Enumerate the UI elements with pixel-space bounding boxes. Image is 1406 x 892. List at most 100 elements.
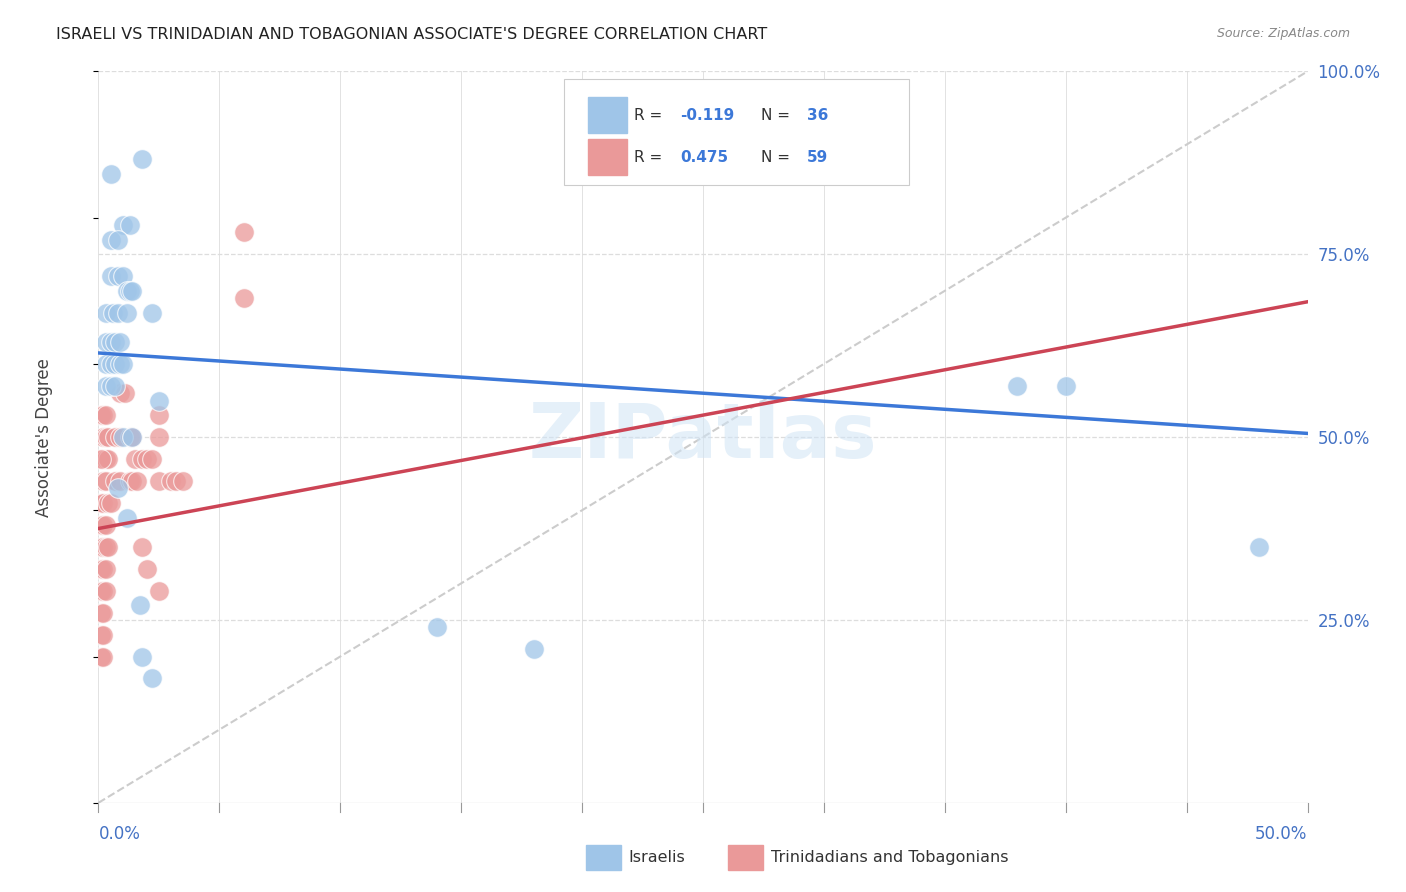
Point xyxy=(1054,379,1077,393)
Point xyxy=(100,379,122,393)
Point xyxy=(148,474,170,488)
Point xyxy=(90,517,112,532)
Point xyxy=(107,306,129,320)
FancyBboxPatch shape xyxy=(728,846,763,870)
Point xyxy=(118,284,141,298)
Text: Israelis: Israelis xyxy=(628,850,685,865)
Point xyxy=(118,474,141,488)
Point xyxy=(121,430,143,444)
FancyBboxPatch shape xyxy=(588,97,627,133)
Point xyxy=(90,606,112,620)
Point xyxy=(90,496,112,510)
Point xyxy=(90,627,112,641)
Point xyxy=(91,408,114,422)
Point xyxy=(90,452,112,467)
Point xyxy=(165,474,187,488)
Point xyxy=(121,284,143,298)
Point xyxy=(426,620,449,634)
Point xyxy=(135,452,157,467)
Text: ISRAELI VS TRINIDADIAN AND TOBAGONIAN ASSOCIATE'S DEGREE CORRELATION CHART: ISRAELI VS TRINIDADIAN AND TOBAGONIAN AS… xyxy=(56,27,768,42)
Point xyxy=(118,218,141,232)
Point xyxy=(1007,379,1029,393)
FancyBboxPatch shape xyxy=(588,139,627,175)
Point xyxy=(131,452,153,467)
Point xyxy=(131,540,153,554)
Point xyxy=(91,540,114,554)
Point xyxy=(94,430,117,444)
Point xyxy=(172,474,194,488)
Point xyxy=(117,284,139,298)
Point xyxy=(91,430,114,444)
Point xyxy=(104,430,127,444)
Point xyxy=(108,386,131,401)
Point xyxy=(100,167,122,181)
Point xyxy=(94,562,117,576)
Point xyxy=(91,496,114,510)
Point xyxy=(104,357,127,371)
Text: N =: N = xyxy=(761,150,794,165)
Point xyxy=(131,649,153,664)
Point xyxy=(108,430,131,444)
Point xyxy=(104,379,127,393)
Point xyxy=(128,599,150,613)
Point xyxy=(100,233,122,247)
Point xyxy=(104,474,127,488)
Point xyxy=(148,583,170,598)
Point xyxy=(111,269,134,284)
Point xyxy=(141,672,163,686)
Point xyxy=(135,562,157,576)
Point xyxy=(148,393,170,408)
Point xyxy=(94,379,117,393)
Text: N =: N = xyxy=(761,108,794,123)
Point xyxy=(127,474,149,488)
Point xyxy=(100,334,122,349)
Text: R =: R = xyxy=(634,150,668,165)
Point xyxy=(97,452,120,467)
Text: Trinidadians and Tobagonians: Trinidadians and Tobagonians xyxy=(770,850,1008,865)
Point xyxy=(94,474,117,488)
Point xyxy=(232,225,254,239)
Point xyxy=(114,386,136,401)
Point xyxy=(1249,540,1271,554)
Point xyxy=(100,269,122,284)
Point xyxy=(148,408,170,422)
Point xyxy=(131,152,153,166)
Text: R =: R = xyxy=(634,108,668,123)
Point xyxy=(90,540,112,554)
Point xyxy=(97,540,120,554)
Point xyxy=(117,510,139,524)
Point xyxy=(107,233,129,247)
Point xyxy=(90,649,112,664)
Point xyxy=(141,452,163,467)
Point xyxy=(101,306,124,320)
Text: 0.0%: 0.0% xyxy=(98,825,141,843)
Point xyxy=(100,357,122,371)
Point xyxy=(523,642,546,657)
Text: ZIPatlas: ZIPatlas xyxy=(529,401,877,474)
Point xyxy=(91,649,114,664)
Point xyxy=(104,334,127,349)
Point xyxy=(94,452,117,467)
Point xyxy=(108,357,131,371)
Point xyxy=(94,517,117,532)
Point xyxy=(121,474,143,488)
Point xyxy=(108,474,131,488)
Point xyxy=(107,269,129,284)
Point xyxy=(91,517,114,532)
Point xyxy=(160,474,183,488)
Point xyxy=(94,306,117,320)
Point xyxy=(90,408,112,422)
Point xyxy=(232,291,254,305)
Point xyxy=(91,562,114,576)
Text: 36: 36 xyxy=(807,108,828,123)
Point xyxy=(94,583,117,598)
Point xyxy=(121,430,143,444)
Point xyxy=(124,452,146,467)
Point xyxy=(94,408,117,422)
Point xyxy=(94,540,117,554)
Point xyxy=(90,583,112,598)
Point xyxy=(108,334,131,349)
Point xyxy=(94,334,117,349)
Point xyxy=(111,430,134,444)
Text: 50.0%: 50.0% xyxy=(1256,825,1308,843)
